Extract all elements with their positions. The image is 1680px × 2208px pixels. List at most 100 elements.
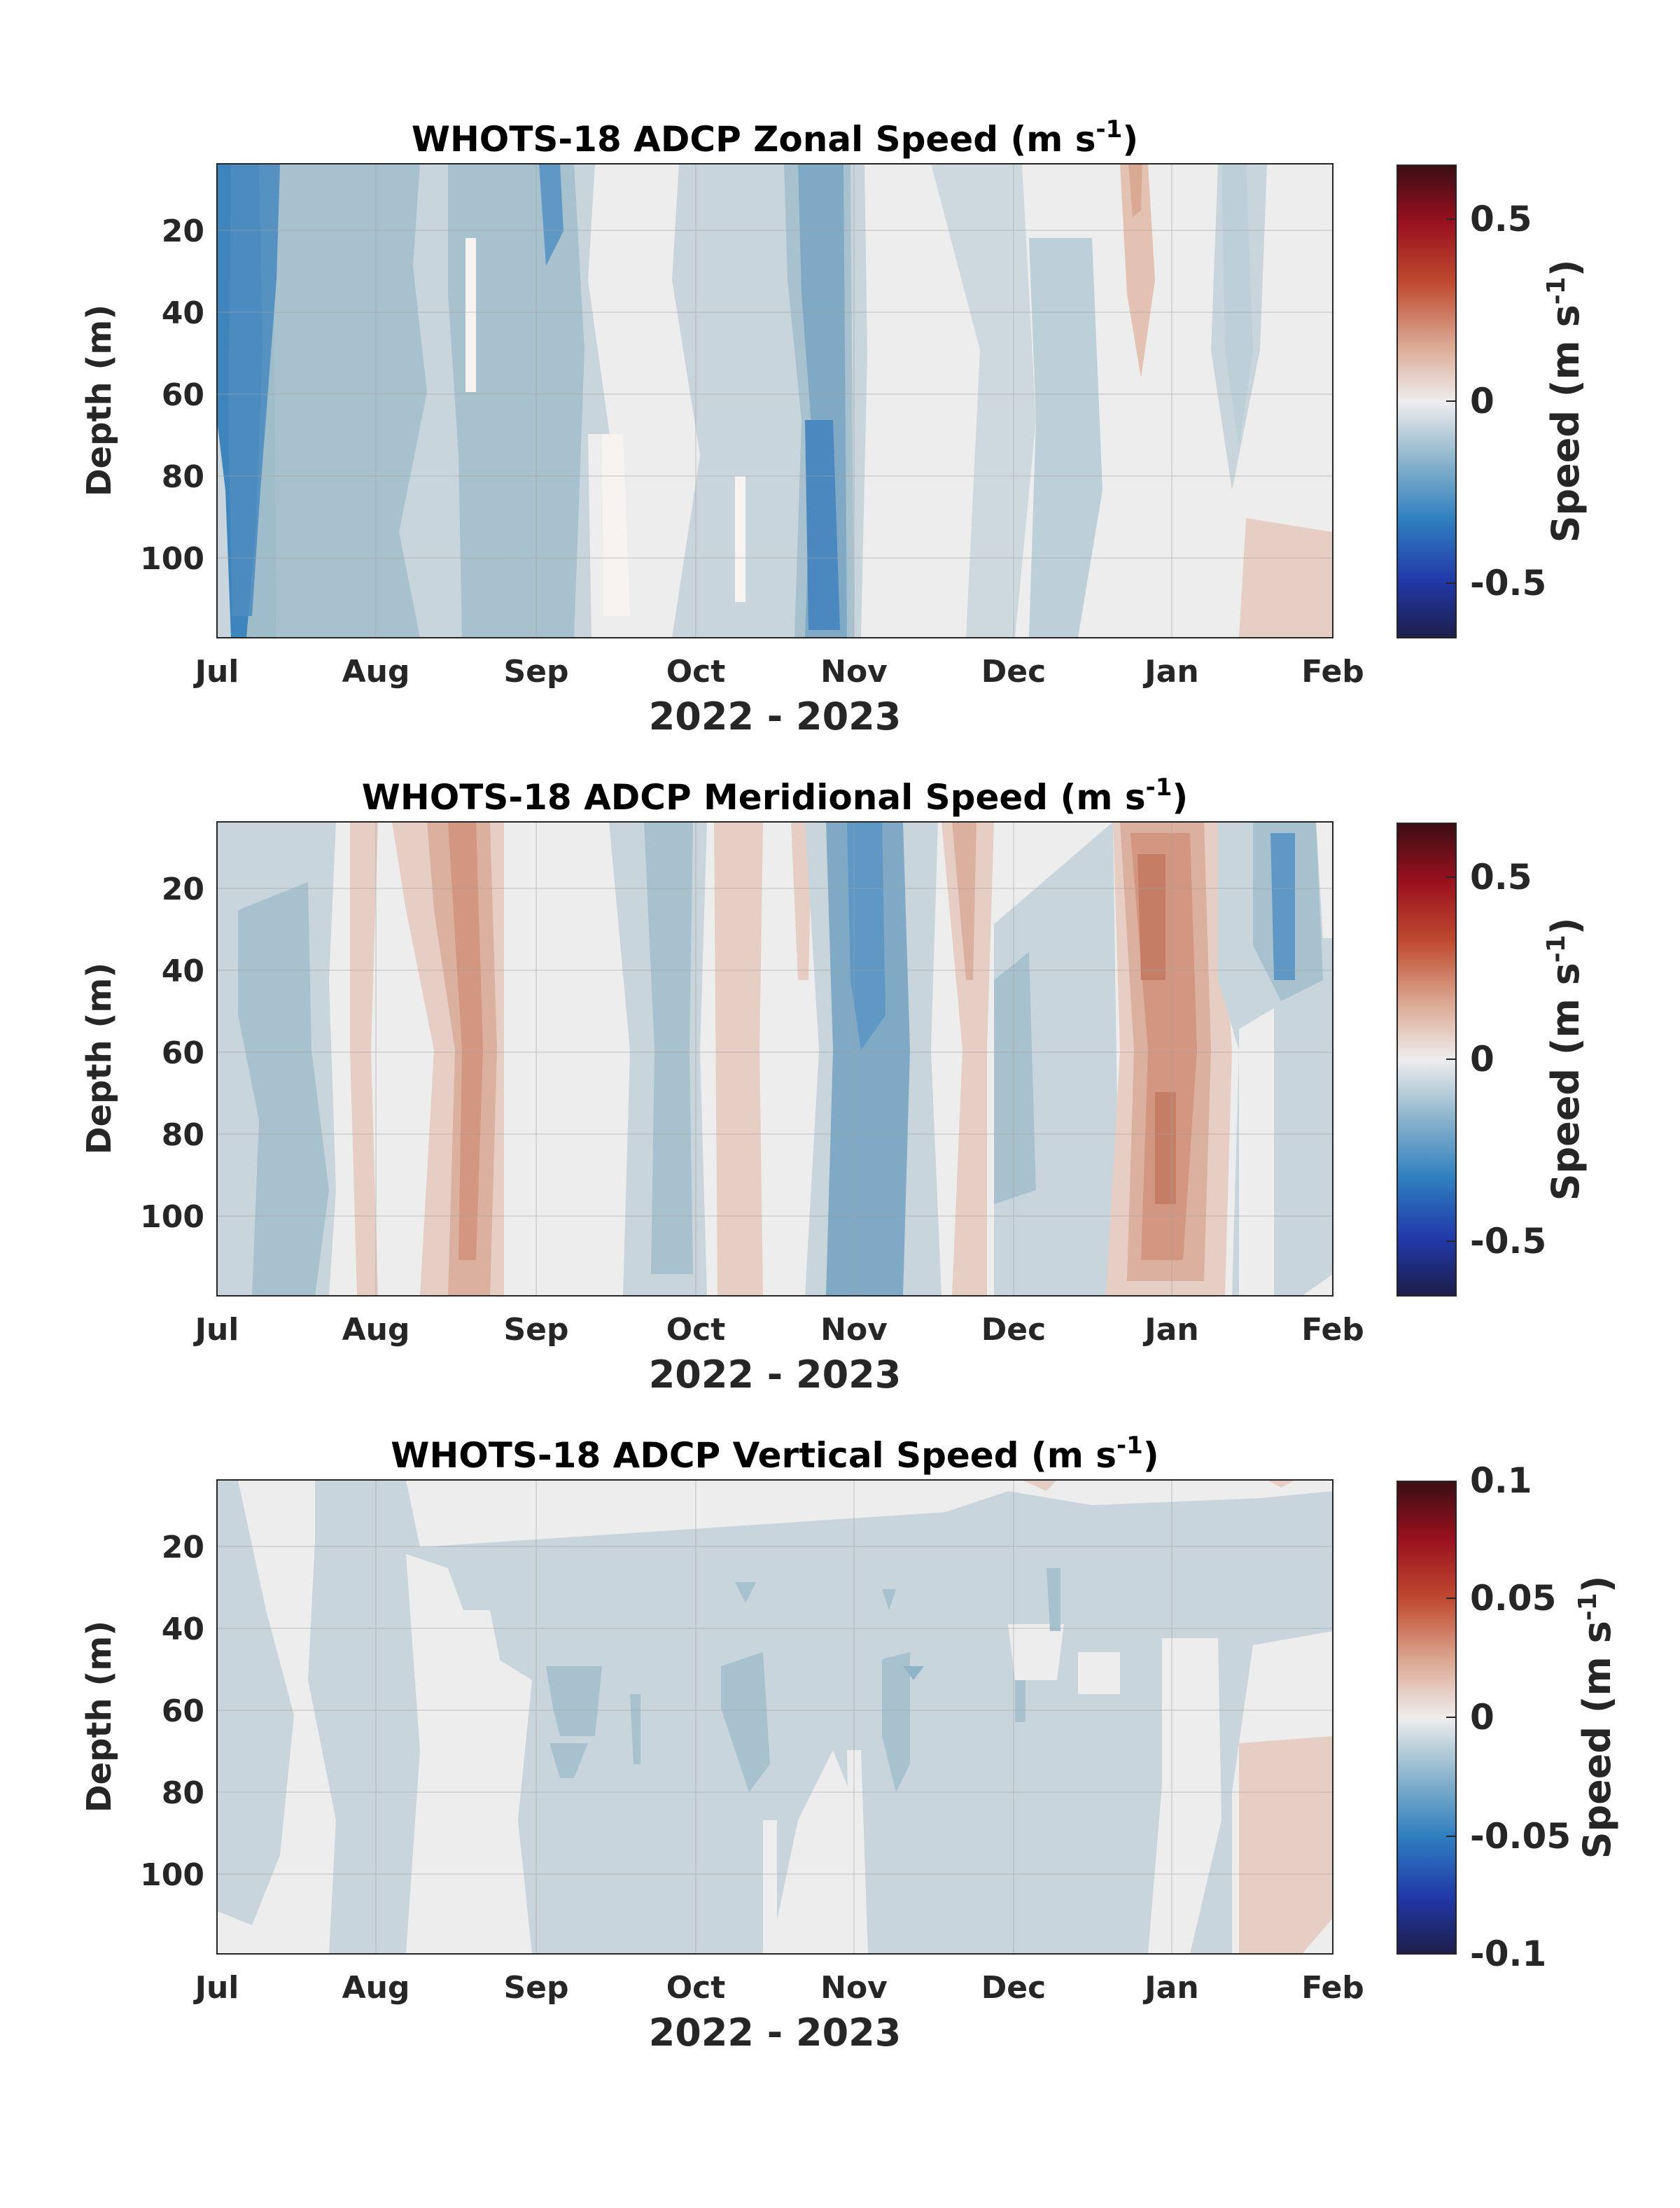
colorbar: 0.5 0 -0.5 Speed (m s-1)	[1396, 165, 1588, 638]
contour-band	[448, 822, 483, 1260]
x-tick-label: Aug	[342, 1970, 410, 2006]
panel-meridional: WHOTS-18 ADCP Meridional Speed (m s-1)	[80, 774, 1588, 1397]
contour-band	[941, 822, 994, 1296]
contour-band	[465, 238, 476, 392]
axes-frame	[216, 163, 1334, 638]
contour-band	[1222, 164, 1253, 448]
axes-frame	[216, 821, 1334, 1297]
contour-band	[1239, 518, 1333, 638]
y-tick-label: 20	[162, 872, 204, 907]
contour-band	[735, 1582, 756, 1603]
y-tick-label: 60	[162, 1693, 204, 1729]
x-tick-label: Dec	[981, 1970, 1046, 2006]
colorbar-tick-label: -0.5	[1470, 1221, 1546, 1262]
y-tick-label: 100	[140, 1857, 204, 1893]
contour-band	[882, 1589, 896, 1610]
x-tick-label: Aug	[342, 1312, 410, 1348]
x-tick-label: Jan	[1142, 1970, 1198, 2006]
panel-title: WHOTS-18 ADCP Zonal Speed (m s-1)	[412, 116, 1138, 160]
contour-band	[1078, 1652, 1120, 1694]
y-axis-label: Depth (m)	[80, 1621, 119, 1812]
x-tick-label: Sep	[503, 1970, 568, 2006]
colorbar-label: Speed (m s-1)	[1542, 260, 1588, 543]
x-tick-label: Jul	[193, 654, 239, 690]
contour-band	[1239, 1736, 1333, 1954]
x-tick-label: Dec	[981, 654, 1046, 690]
contour-band	[1008, 1624, 1064, 1680]
contour-band	[994, 952, 1036, 1204]
x-axis-label: 2022 - 2023	[649, 1353, 902, 1397]
panel-vertical: WHOTS-18 ADCP Vertical Speed (m s-1)	[80, 1432, 1619, 2055]
contour-band	[1138, 854, 1166, 980]
x-tick-label: Jan	[1142, 654, 1198, 690]
y-tick-label: 60	[162, 377, 204, 413]
contour-band	[217, 1480, 294, 1925]
contour-band	[1148, 1638, 1222, 1954]
contour-band	[1270, 833, 1295, 980]
contour-band	[350, 822, 378, 1296]
contour-band	[602, 434, 630, 616]
colorbar-label: Speed (m s-1)	[1574, 1576, 1619, 1859]
colorbar-tick-label: 0	[1470, 1697, 1494, 1738]
colorbar-bar	[1396, 823, 1457, 1297]
y-axis-label: Depth (m)	[80, 305, 119, 496]
x-tick-label: Feb	[1301, 1312, 1364, 1348]
y-tick-label: 80	[162, 1117, 204, 1153]
x-tick-label: Aug	[342, 654, 410, 690]
colorbar-tick-label: 0.05	[1470, 1578, 1556, 1619]
contour-band	[1029, 238, 1102, 638]
y-tick-label: 100	[140, 541, 204, 577]
contour-band	[805, 420, 840, 630]
colorbar-tick-label: -0.05	[1470, 1816, 1571, 1857]
contour-band	[1120, 164, 1155, 378]
contour-band	[931, 164, 1036, 638]
x-tick-label: Nov	[820, 654, 888, 690]
plot-area	[217, 822, 1333, 1296]
contour-band	[644, 822, 693, 1274]
contour-band	[1046, 1568, 1060, 1631]
contour-band	[1128, 164, 1142, 217]
colorbar: 0.1 0.05 0 -0.05 -0.1 Speed (m s-1)	[1396, 1460, 1619, 1974]
y-tick-label: 40	[162, 295, 204, 331]
x-tick-label: Oct	[666, 1970, 726, 2006]
y-tick-label: 60	[162, 1035, 204, 1071]
grid	[217, 822, 1333, 1296]
x-tick-label: Sep	[503, 1312, 568, 1348]
x-tick-label: Jul	[193, 1970, 239, 2006]
contour-band	[228, 164, 280, 616]
contour-band	[826, 822, 910, 1296]
y-tick-label: 40	[162, 1612, 204, 1647]
contour-band	[714, 822, 763, 1296]
contour-band	[504, 164, 584, 638]
x-axis: Jul Aug Sep Oct Nov Dec Jan Feb	[193, 1312, 1364, 1348]
y-tick-label: 40	[162, 953, 204, 989]
contour-band	[763, 1820, 777, 1954]
panel-title: WHOTS-18 ADCP Meridional Speed (m s-1)	[362, 774, 1189, 818]
y-tick-label: 20	[162, 214, 204, 249]
contour-band	[847, 1750, 868, 1954]
x-tick-label: Oct	[666, 654, 726, 690]
contour-band	[630, 1694, 640, 1764]
colorbar-tick-label: -0.5	[1470, 563, 1546, 603]
x-tick-label: Sep	[503, 654, 568, 690]
contour-band	[238, 882, 329, 1296]
x-tick-label: Nov	[820, 1312, 888, 1348]
plot-area	[217, 1480, 1333, 1954]
y-tick-label: 80	[162, 1775, 204, 1811]
contour-band	[1022, 1480, 1057, 1491]
contour-band	[791, 822, 812, 980]
contour-band	[952, 822, 976, 980]
contour-band	[308, 1480, 1333, 1954]
contour-band	[550, 1743, 588, 1778]
colorbar-tick-label: 0	[1470, 381, 1494, 421]
contour-band	[420, 1610, 518, 1954]
x-axis-label: 2022 - 2023	[649, 694, 902, 739]
contour-band	[1015, 1680, 1026, 1722]
x-tick-label: Dec	[981, 1312, 1046, 1348]
x-tick-label: Oct	[666, 1312, 726, 1348]
contour-band	[882, 1652, 910, 1792]
contour-band	[539, 164, 564, 266]
y-axis: 20 40 60 80 100	[140, 872, 204, 1235]
contour-band	[1316, 822, 1333, 938]
